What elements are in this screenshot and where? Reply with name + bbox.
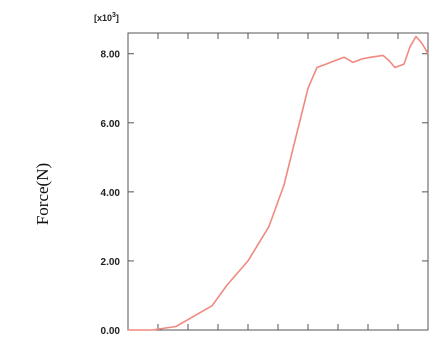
y-tick-label: 2.00 — [101, 257, 121, 268]
y-tick-label: 8.00 — [101, 50, 121, 61]
y-axis-label: Force(N) — [33, 163, 52, 225]
force-series-line — [128, 35, 429, 331]
plot-frame — [127, 32, 429, 331]
y-tick-label: 4.00 — [101, 188, 121, 199]
y-tick-label: 6.00 — [101, 119, 121, 130]
y-multiplier-label: [x103] — [94, 12, 119, 23]
y-tick-label: 0.00 — [101, 326, 121, 337]
